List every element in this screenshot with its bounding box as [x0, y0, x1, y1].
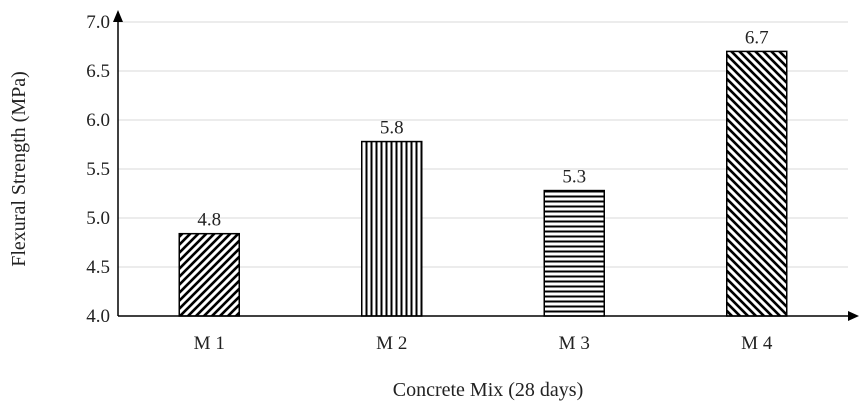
x-tick-label: M 2 [376, 333, 407, 354]
y-axis-title: Flexural Strength (MPa) [8, 71, 30, 267]
data-label: 6.7 [745, 27, 769, 48]
bar-m2 [361, 140, 423, 317]
y-tick-label: 4.5 [86, 257, 110, 278]
data-labels: 4.8 5.8 5.3 6.7 [197, 27, 768, 230]
y-tick-label: 5.0 [86, 208, 110, 229]
bars [178, 50, 788, 317]
y-tick-label: 6.5 [86, 61, 110, 82]
y-axis-arrow [113, 10, 123, 22]
y-tick-label: 7.0 [86, 12, 110, 33]
data-label: 5.8 [380, 118, 404, 139]
x-tick-label: M 3 [559, 333, 590, 354]
x-tick-label: M 4 [741, 333, 773, 354]
x-axis-arrow [848, 311, 859, 321]
bar-m1 [178, 232, 240, 317]
x-tick-label: M 1 [194, 333, 225, 354]
y-tick-label: 4.0 [86, 306, 110, 327]
data-label: 4.8 [197, 210, 221, 231]
bar-m3 [543, 189, 605, 317]
tick-labels: 4.0 4.5 5.0 5.5 6.0 6.5 7.0 M 1 M 2 M 3 M 4 [86, 12, 773, 354]
bar-m4 [726, 50, 788, 317]
y-tick-label: 5.5 [86, 159, 110, 180]
y-tick-label: 6.0 [86, 110, 110, 131]
axes [113, 10, 859, 321]
data-label: 5.3 [562, 167, 586, 188]
x-axis-title: Concrete Mix (28 days) [393, 379, 584, 401]
